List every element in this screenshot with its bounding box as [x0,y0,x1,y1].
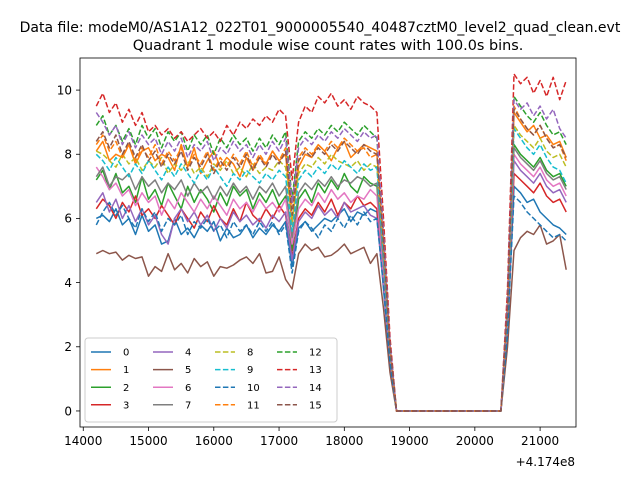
chart-title: Quadrant 1 module wise count rates with … [133,38,524,54]
y-tick-label: 6 [64,212,72,226]
legend-box [84,337,338,423]
y-tick-label: 4 [64,276,72,290]
y-tick-label: 8 [64,148,72,162]
series-layer [95,73,567,412]
y-tick-label: 10 [57,83,72,97]
legend-label-13: 13 [309,365,322,376]
plot-area [95,73,567,412]
legend-label-15: 15 [309,400,322,411]
legend-label-0: 0 [123,348,129,359]
legend-label-1: 1 [123,365,129,376]
legend-label-9: 9 [247,365,253,376]
axes-frame [79,57,577,428]
x-tick-label: 15000 [129,434,167,448]
legend-label-5: 5 [185,365,191,376]
figure-suptitle: Data file: modeM0/AS1A12_022T01_90000055… [20,20,621,36]
y-axis: 0 2 4 6 8 10 [57,83,80,418]
series-line-11 [95,105,567,412]
legend-label-11: 11 [247,400,260,411]
y-tick-label: 0 [64,404,72,418]
x-axis: 14000 15000 16000 17000 18000 19000 20000 21000 [64,427,559,448]
legend-label-3: 3 [123,400,129,411]
legend-label-7: 7 [185,400,191,411]
x-offset-label: +4.174e8 [516,455,575,469]
x-tick-label: 16000 [195,434,233,448]
x-tick-label: 19000 [390,434,428,448]
legend-label-12: 12 [309,348,322,359]
x-tick-label: 18000 [325,434,363,448]
y-tick-label: 2 [64,340,72,354]
series-line-15 [95,108,567,412]
legend-label-8: 8 [247,348,253,359]
x-tick-label: 17000 [260,434,298,448]
legend-label-14: 14 [309,383,322,394]
legend-label-10: 10 [247,383,260,394]
x-tick-label: 21000 [521,434,559,448]
legend-label-6: 6 [185,383,191,394]
legend-label-4: 4 [185,348,191,359]
x-tick-label: 20000 [456,434,494,448]
legend-label-2: 2 [123,383,129,394]
x-tick-label: 14000 [64,434,102,448]
